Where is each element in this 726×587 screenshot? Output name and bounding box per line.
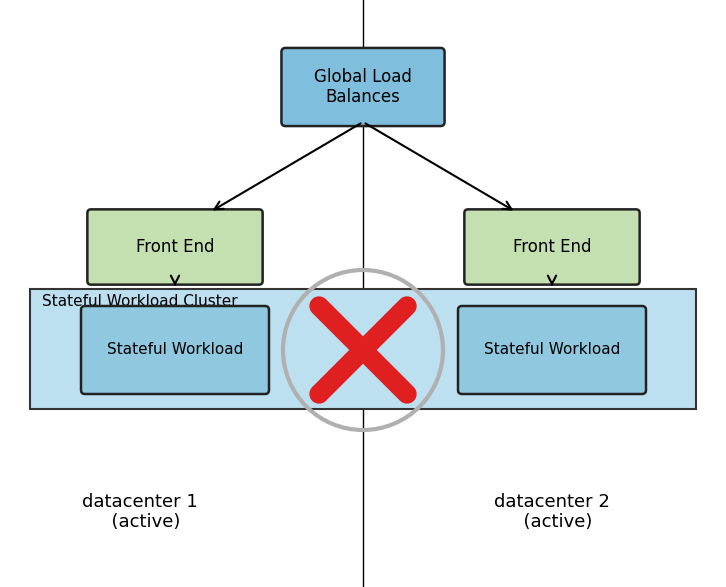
FancyBboxPatch shape [465,210,640,285]
Text: datacenter 2
  (active): datacenter 2 (active) [494,492,610,531]
Text: Stateful Workload: Stateful Workload [107,342,243,357]
Text: Front End: Front End [513,238,591,256]
FancyBboxPatch shape [87,210,263,285]
FancyBboxPatch shape [458,306,646,394]
FancyBboxPatch shape [282,48,444,126]
FancyBboxPatch shape [30,289,696,409]
Text: datacenter 1
  (active): datacenter 1 (active) [82,492,198,531]
Text: Front End: Front End [136,238,214,256]
FancyBboxPatch shape [81,306,269,394]
Text: Stateful Workload Cluster: Stateful Workload Cluster [42,294,237,309]
Text: Stateful Workload: Stateful Workload [484,342,620,357]
Text: Global Load
Balances: Global Load Balances [314,68,412,106]
